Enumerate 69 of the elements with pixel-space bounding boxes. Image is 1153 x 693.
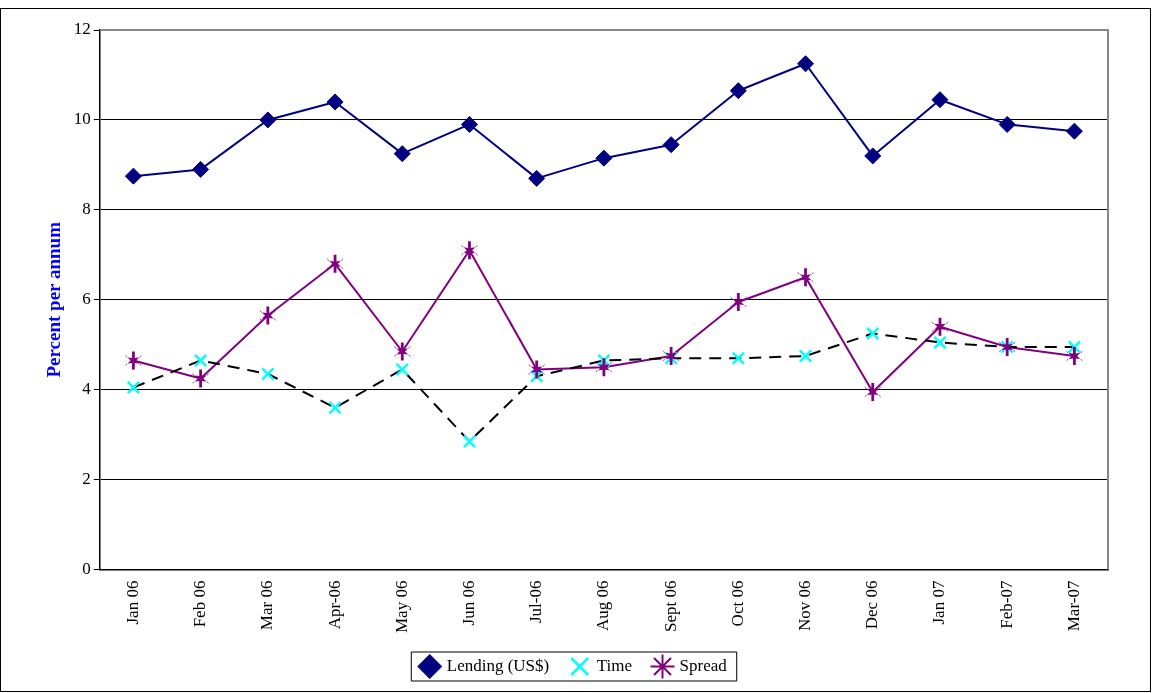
point <box>797 268 815 287</box>
point <box>662 136 680 154</box>
point <box>865 326 880 341</box>
x-tick-label: Mar-07 <box>1063 580 1083 632</box>
point <box>326 254 344 273</box>
point <box>729 293 747 312</box>
point <box>931 317 949 336</box>
point <box>260 367 275 381</box>
point <box>729 82 747 100</box>
point <box>124 167 142 185</box>
point <box>798 349 813 363</box>
x-tick-label: Dec 06 <box>862 580 882 630</box>
x-tick-label: Aug 06 <box>593 580 613 632</box>
point <box>595 149 613 167</box>
x-tick-label: Feb 06 <box>190 580 210 628</box>
point <box>1065 347 1083 365</box>
point <box>259 306 277 325</box>
point <box>596 353 611 368</box>
x-tick-label: Jan 06 <box>122 580 142 625</box>
point <box>1067 340 1082 354</box>
point <box>460 241 478 260</box>
x-tick-label: Nov 06 <box>795 580 815 632</box>
legend-label: Time <box>596 655 633 675</box>
point <box>528 169 546 187</box>
point <box>529 369 544 384</box>
point <box>998 115 1016 133</box>
y-tick-label: 8 <box>82 199 91 219</box>
point <box>193 353 208 368</box>
x-tick-label: Jan 07 <box>929 580 949 625</box>
y-tick-label: 4 <box>82 379 92 399</box>
point <box>933 335 947 350</box>
x-tick-label: Oct 06 <box>727 580 747 627</box>
x-tick-label: Sept 06 <box>660 580 680 633</box>
y-tick-label: 0 <box>82 559 91 579</box>
point <box>1065 122 1083 140</box>
point <box>460 115 478 133</box>
point <box>328 400 342 415</box>
point <box>864 382 882 401</box>
point <box>731 351 746 366</box>
point <box>395 362 410 377</box>
x-tick-label: Apr-06 <box>324 580 344 630</box>
point <box>662 347 680 365</box>
point <box>393 145 411 163</box>
x-tick-label: Mar 06 <box>257 580 277 631</box>
y-tick-label: 6 <box>82 289 91 309</box>
x-tick-label: Jun 06 <box>458 580 478 626</box>
point <box>192 160 210 178</box>
point <box>595 358 613 377</box>
point <box>192 369 210 388</box>
x-tick-label: Jul-06 <box>526 580 546 624</box>
y-tick-label: 2 <box>82 469 91 489</box>
point <box>864 147 882 165</box>
point <box>393 342 411 361</box>
point <box>462 434 477 449</box>
legend-label: Lending (US$) <box>446 655 550 675</box>
x-tick-label: Feb-07 <box>996 580 1016 629</box>
y-tick-label: 12 <box>73 19 91 39</box>
point <box>664 351 679 366</box>
point <box>931 91 949 109</box>
point <box>126 380 141 395</box>
point <box>124 351 142 370</box>
legend-label: Spread <box>679 655 728 675</box>
point <box>797 55 815 73</box>
point <box>259 111 277 129</box>
x-tick-label: May 06 <box>391 580 411 634</box>
point <box>326 93 344 111</box>
point <box>528 360 546 379</box>
y-tick-label: 10 <box>73 109 91 129</box>
y-axis-title: Percent per annum <box>43 221 65 378</box>
